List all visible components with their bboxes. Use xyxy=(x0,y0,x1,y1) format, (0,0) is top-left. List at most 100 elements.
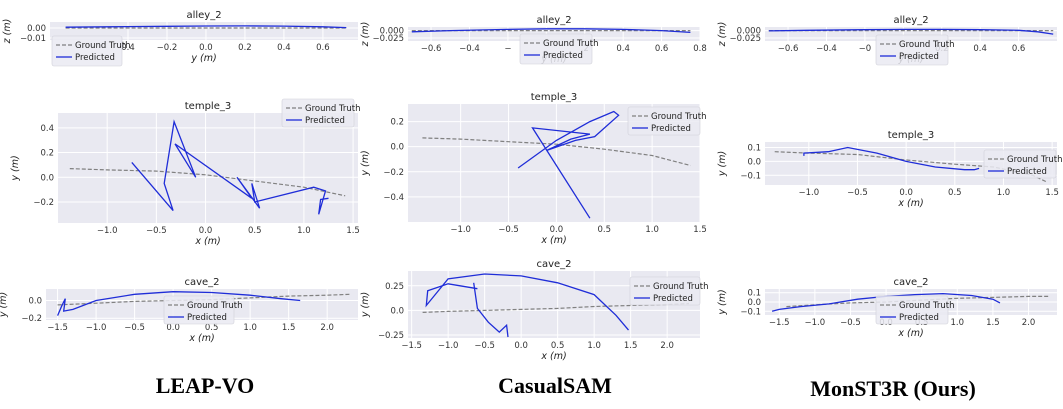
legend-entry: Predicted xyxy=(653,294,693,304)
y-axis-label: y (m) xyxy=(0,292,9,318)
y-axis-label: y (m) xyxy=(10,155,21,181)
y-tick-label: 0.0 xyxy=(390,306,404,316)
y-tick-label: 0.0 xyxy=(28,297,42,307)
x-tick-label: 0.6 xyxy=(1012,44,1026,54)
x-axis-label: x (m) xyxy=(540,235,566,246)
legend-entry: Predicted xyxy=(651,124,691,134)
x-axis-label: x (m) xyxy=(897,198,923,209)
chart-panel-cave-2-5: −1.5 −1.0 −0.5 0.0 0.5 1.0 1.5 2.0 −0.25 0.0 0.25 c… xyxy=(360,259,709,362)
chart-panel-alley-2-3: −0.6−0.4−.20.40.60.80.000−0.025alley_2y … xyxy=(360,15,707,65)
ground-truth-line xyxy=(57,293,351,306)
legend-entry: Predicted xyxy=(187,313,227,323)
x-tick-label: 0.4 xyxy=(121,43,135,53)
x-tick-label: −0.6 xyxy=(421,44,442,54)
legend-entry: Ground Truth xyxy=(1007,155,1063,165)
x-tick-label: −1.0 xyxy=(97,226,118,236)
legend-entry: Ground Truth xyxy=(305,104,361,114)
predicted-line xyxy=(57,291,301,316)
x-tick-label: −1.0 xyxy=(86,323,107,333)
ground-truth-line xyxy=(422,137,691,167)
legend: Ground Truth Predicted xyxy=(627,106,707,136)
legend-entry: Ground Truth xyxy=(75,41,131,51)
chart-panel-temple-3-1: −1.0 −0.5 0.0 0.5 1.0 1.5 −0.2 0.0 0.2 0.4 temple_… xyxy=(10,98,361,247)
legend-entry: Predicted xyxy=(1007,167,1047,177)
x-tick-label: −1.0 xyxy=(450,225,471,235)
chart-panel-alley-2-0: 0.4 −0.2 0.0 0.2 0.4 0.6 0.00−0.01 alley_2y (m)… xyxy=(2,10,358,67)
x-tick-label: −1.5 xyxy=(401,341,422,351)
y-tick-label: 0.25 xyxy=(385,282,404,292)
y-tick-label: 0.0 xyxy=(747,298,761,308)
x-tick-label: 0.6 xyxy=(655,44,669,54)
x-tick-label: 0.0 xyxy=(199,43,213,53)
legend-entry: Ground Truth xyxy=(543,39,599,49)
x-tick-label: 0.5 xyxy=(948,188,962,198)
x-tick-label: 0.5 xyxy=(597,225,611,235)
legend-entry: Ground Truth xyxy=(187,301,243,311)
ground-truth-line xyxy=(69,168,346,197)
chart-title: alley_2 xyxy=(536,15,571,26)
x-tick-label: −1.5 xyxy=(769,318,790,328)
x-tick-label: −0.2 xyxy=(157,43,178,53)
x-tick-label: − xyxy=(504,44,511,54)
chart-panel-temple-3-7: −1.0 −0.5 0.0 0.5 1.0 1.5 −0.1 0.0 0.1 temple_3x … xyxy=(717,130,1063,209)
x-tick-label: 0.4 xyxy=(973,44,987,54)
y-tick-label: 0.000 xyxy=(737,27,761,37)
predicted-line xyxy=(517,110,620,219)
x-tick-label: 1.0 xyxy=(243,323,257,333)
x-tick-label: −1.0 xyxy=(798,188,819,198)
y-axis-label: z (m) xyxy=(360,22,371,48)
predicted-line xyxy=(65,25,347,29)
x-tick-label: 0.0 xyxy=(899,188,913,198)
x-tick-label: 1.5 xyxy=(282,323,296,333)
y-tick-label: −0.2 xyxy=(383,168,404,178)
x-tick-label: 1.5 xyxy=(986,318,1000,328)
chart-title: alley_2 xyxy=(893,15,928,26)
legend: Ground Truth Predicted xyxy=(281,98,361,128)
legend-entry: Ground Truth xyxy=(899,301,955,311)
chart-title: cave_2 xyxy=(893,277,928,288)
y-axis-label: z (m) xyxy=(717,22,728,48)
x-tick-label: −1.0 xyxy=(805,318,826,328)
legend: Ground Truth Predicted xyxy=(983,149,1063,179)
y-tick-label: −0.1 xyxy=(740,171,761,181)
method-label-casualsam: CasualSAM xyxy=(498,373,612,398)
y-tick-label: 0.0 xyxy=(747,157,761,167)
chart-title: alley_2 xyxy=(186,10,221,21)
y-tick-label: 0.000 xyxy=(380,27,404,37)
y-tick-label: −0.1 xyxy=(740,307,761,317)
x-tick-label: 2.0 xyxy=(1022,318,1036,328)
y-tick-label: −0.025 xyxy=(730,34,761,44)
x-tick-label: 0.4 xyxy=(277,43,291,53)
x-tick-label: −0.5 xyxy=(840,318,861,328)
x-tick-label: 0.5 xyxy=(248,226,262,236)
chart-panel-cave-2-8: −1.5−1.0−0.50.00.51.01.52.0−0.10.00.1cav… xyxy=(717,277,1057,339)
legend-entry: Predicted xyxy=(899,313,939,323)
y-tick-label: 0.0 xyxy=(390,143,404,153)
chart-panel-cave-2-2: −1.5 −1.0 −0.5 0.0 0.5 1.0 1.5 2.0 −0.2 0.0 cave_2… xyxy=(0,277,358,344)
x-tick-label: 2.0 xyxy=(320,323,334,333)
x-tick-label: −0.5 xyxy=(474,341,495,351)
y-tick-label: −0.25 xyxy=(378,331,404,341)
x-axis-label: y (m) xyxy=(190,53,216,64)
x-tick-label: 1.0 xyxy=(645,225,659,235)
x-tick-label: 0.5 xyxy=(551,341,565,351)
legend-entry: Ground Truth xyxy=(899,40,955,50)
x-tick-label: 0.4 xyxy=(616,44,630,54)
legend-entry: Predicted xyxy=(899,52,939,62)
x-tick-label: −0.4 xyxy=(459,44,480,54)
y-axis-label: y (m) xyxy=(360,150,371,176)
chart-title: temple_3 xyxy=(185,101,231,112)
y-tick-label: 0.1 xyxy=(747,144,761,154)
x-axis-label: x (m) xyxy=(194,236,220,247)
x-axis-label: x (m) xyxy=(897,328,923,339)
chart-title: cave_2 xyxy=(184,277,219,288)
y-tick-label: 0.2 xyxy=(390,118,404,128)
y-tick-label: −0.2 xyxy=(21,314,42,324)
x-tick-label: −0 xyxy=(859,44,872,54)
x-tick-label: −0.4 xyxy=(816,44,837,54)
x-axis-label: x (m) xyxy=(540,351,566,362)
x-tick-label: 1.5 xyxy=(693,225,707,235)
